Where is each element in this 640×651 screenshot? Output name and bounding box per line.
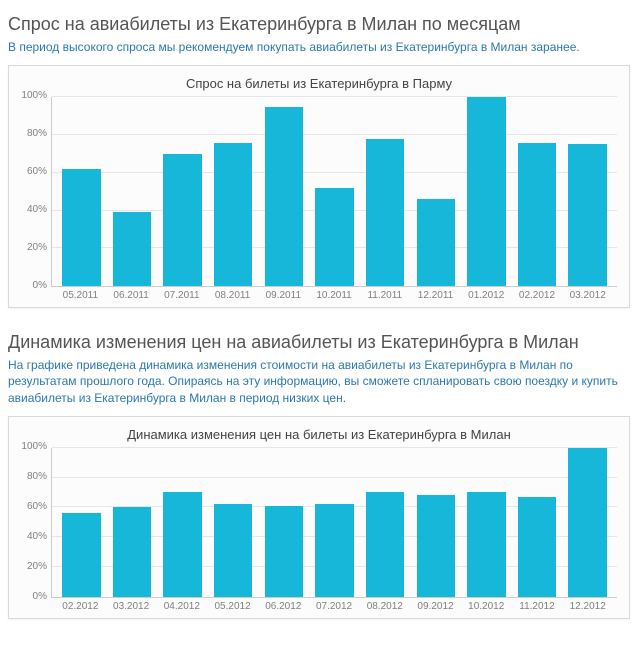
bar-slot	[360, 448, 411, 597]
bar-slot	[461, 448, 512, 597]
bar-slot	[259, 448, 310, 597]
x-tick-label: 04.2012	[156, 601, 207, 612]
chart1-y-axis: 100%80%60%40%20%0%	[21, 97, 51, 287]
bar-slot	[461, 97, 512, 286]
bar-slot	[107, 448, 158, 597]
x-tick-label: 10.2011	[309, 290, 360, 301]
bar	[113, 507, 151, 596]
x-tick-label: 02.2012	[512, 290, 563, 301]
x-tick-label: 06.2012	[258, 601, 309, 612]
x-tick-label: 03.2012	[106, 601, 157, 612]
bar-slot	[562, 448, 613, 597]
price-chart-card: Динамика изменения цен на билеты из Екат…	[8, 416, 630, 619]
chart2-x-axis: 02.201203.201204.201205.201206.201207.20…	[21, 601, 617, 612]
x-tick-label: 06.2011	[106, 290, 157, 301]
x-tick-label: 10.2012	[461, 601, 512, 612]
bar	[568, 448, 606, 597]
bar	[518, 497, 556, 597]
bar-slot	[360, 97, 411, 286]
bar-slot	[56, 448, 107, 597]
bar	[417, 199, 455, 286]
bar-slot	[107, 97, 158, 286]
bar	[568, 144, 606, 286]
chart2-y-axis: 100%80%60%40%20%0%	[21, 448, 51, 598]
bar-slot	[512, 97, 563, 286]
bar-slot	[157, 97, 208, 286]
chart1-title: Спрос на билеты из Екатеринбурга в Парму	[21, 76, 617, 91]
bar-slot	[512, 448, 563, 597]
chart1-bars	[52, 97, 617, 286]
bar	[417, 495, 455, 596]
x-tick-label: 08.2011	[207, 290, 258, 301]
bar	[214, 143, 252, 287]
x-tick-label: 12.2012	[562, 601, 613, 612]
bar	[163, 492, 201, 596]
x-tick-label: 07.2012	[309, 601, 360, 612]
chart2-title: Динамика изменения цен на билеты из Екат…	[21, 427, 617, 442]
bar-slot	[309, 448, 360, 597]
section1-title: Спрос на авиабилеты из Екатеринбурга в М…	[8, 14, 632, 35]
x-tick-label: 01.2012	[461, 290, 512, 301]
x-tick-label: 05.2012	[207, 601, 258, 612]
bar-slot	[157, 448, 208, 597]
bar	[467, 97, 505, 286]
x-tick-label: 09.2012	[410, 601, 461, 612]
chart2-plot	[51, 448, 617, 598]
x-tick-label: 05.2011	[55, 290, 106, 301]
bar	[265, 506, 303, 597]
bar	[163, 154, 201, 286]
bar-slot	[410, 97, 461, 286]
bar-slot	[56, 97, 107, 286]
bar	[366, 492, 404, 596]
bar	[315, 504, 353, 596]
chart2-bars	[52, 448, 617, 597]
chart1-x-axis: 05.201106.201107.201108.201109.201110.20…	[21, 290, 617, 301]
x-tick-label: 03.2012	[562, 290, 613, 301]
x-tick-label: 12.2011	[410, 290, 461, 301]
x-tick-label: 11.2012	[512, 601, 563, 612]
section1-desc: В период высокого спроса мы рекомендуем …	[8, 39, 632, 55]
bar	[113, 212, 151, 286]
x-tick-label: 02.2012	[55, 601, 106, 612]
bar	[214, 504, 252, 596]
x-tick-label: 11.2011	[359, 290, 410, 301]
x-tick-label: 08.2012	[359, 601, 410, 612]
bar	[366, 139, 404, 286]
demand-chart-card: Спрос на билеты из Екатеринбурга в Парму…	[8, 65, 630, 308]
bar	[315, 188, 353, 286]
section2-title: Динамика изменения цен на авиабилеты из …	[8, 332, 632, 353]
bar	[62, 169, 100, 286]
bar-slot	[208, 448, 259, 597]
bar-slot	[309, 97, 360, 286]
bar-slot	[208, 97, 259, 286]
x-tick-label: 09.2011	[258, 290, 309, 301]
bar-slot	[259, 97, 310, 286]
bar	[518, 143, 556, 287]
bar	[467, 492, 505, 596]
section2-desc: На графике приведена динамика изменения …	[8, 357, 632, 406]
bar	[265, 107, 303, 287]
bar	[62, 513, 100, 596]
bar-slot	[562, 97, 613, 286]
bar-slot	[410, 448, 461, 597]
chart1-plot	[51, 97, 617, 287]
x-tick-label: 07.2011	[156, 290, 207, 301]
